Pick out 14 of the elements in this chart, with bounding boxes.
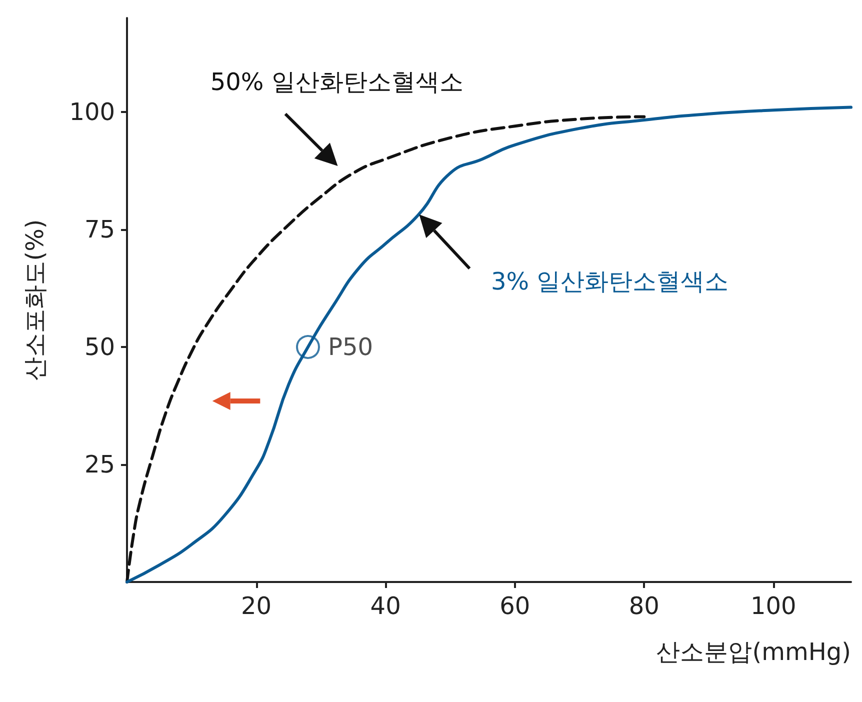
annotation: P50 [328,333,374,361]
y-tick-label: 100 [69,98,115,126]
y-tick-label: 25 [84,450,115,478]
x-tick-label: 80 [628,592,660,620]
y-tick-label: 75 [84,216,115,244]
x-tick-label: 40 [370,592,401,620]
x-tick-label: 20 [241,592,272,620]
y-axis-title: 산소포화도(%) [21,219,49,381]
text: 3% 일산화탄소혈색소 [490,268,729,296]
series-label: 50% 일산화탄소혈색소 [210,68,464,96]
x-tick-label: 100 [750,592,796,620]
x-axis-title: 산소분압(mmHg) [656,638,851,666]
x-tick-label: 60 [500,592,530,620]
y-tick-label: 50 [84,333,115,361]
